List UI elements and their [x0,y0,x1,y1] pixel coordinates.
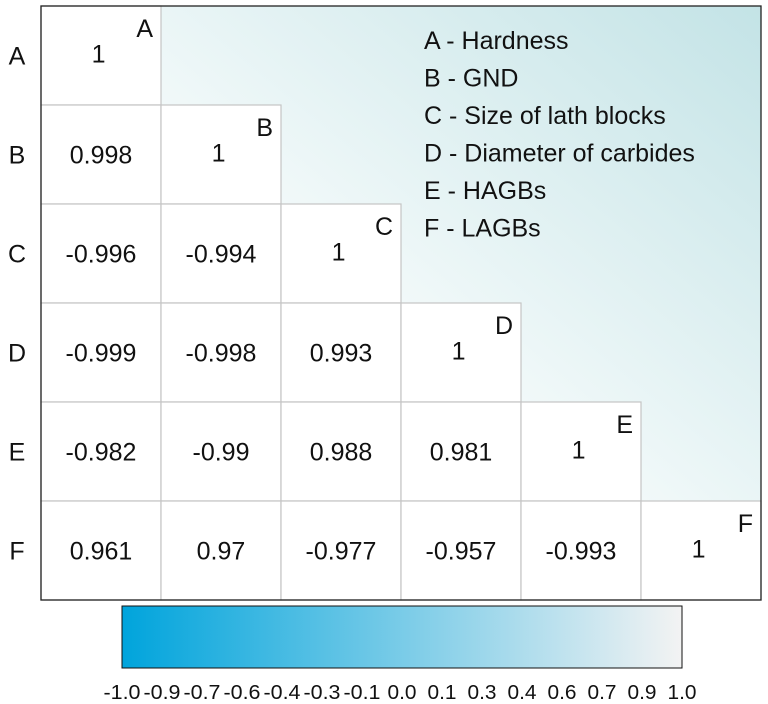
colorbar-tick-label: 0.6 [548,682,577,704]
row-label: A [9,43,26,71]
heatmap-cell [520,401,642,502]
legend-entry: C - Size of lath blocks [424,102,666,130]
colorbar-tick-label: 0.3 [468,682,497,704]
heatmap-cell [640,500,762,601]
heatmap-cell [40,302,162,403]
colorbar [121,605,683,669]
cell-value-label: -0.996 [66,241,137,269]
cell-value-label: -0.994 [186,241,257,269]
cell-value-label: 0.998 [70,142,133,170]
colorbar-tick-label: 0.0 [388,682,417,704]
cell-value-label: 1 [212,139,226,167]
heatmap-cell [160,302,282,403]
heatmap-cells: 1 A 0.998 1 B -0.996 -0.994 1 C -0.999 -0.998 0.993… [40,5,762,601]
heatmap-cell [40,500,162,601]
plot-frame [40,5,762,601]
diagonal-column-label: D [495,312,513,340]
legend-entry: F - LAGBs [424,215,541,243]
heatmap-cell [160,401,282,502]
cell-value-label: -0.993 [546,538,617,566]
heatmap-cell [160,104,282,205]
colorbar-tick-label: -1.0 [104,682,141,704]
heatmap-cell [400,302,522,403]
heatmap-cell [280,401,402,502]
colorbar-tick-label: -0.1 [344,682,381,704]
colorbar-tick-label: 0.7 [588,682,617,704]
colorbar-tick-label: -0.4 [264,682,301,704]
cell-value-label: -0.982 [66,439,137,467]
diagonal-column-label: B [256,114,273,142]
row-labels: A B C D E F [8,43,26,566]
row-label: B [9,142,26,170]
colorbar-tick-label: -0.6 [224,682,261,704]
colorbar-tick-label: 0.4 [508,682,537,704]
cell-value-label: 1 [452,337,466,365]
diagonal-column-label: A [136,15,153,43]
heatmap-cell [160,500,282,601]
colorbar-tick-label: 0.9 [628,682,657,704]
cell-value-label: 0.993 [310,340,373,368]
cell-value-label: 0.988 [310,439,373,467]
cell-value-label: 1 [572,436,586,464]
row-label: D [8,340,26,368]
colorbar-tick-label: -0.7 [184,682,221,704]
colorbar-tick-label: -0.9 [144,682,181,704]
heatmap-cell [280,203,402,304]
diagonal-column-label: F [738,510,753,538]
diagonal-column-label: E [616,411,633,439]
variable-legend: A - Hardness B - GND C - Size of lath bloc… [424,27,695,243]
legend-entry: E - HAGBs [424,177,546,205]
colorbar-tick-label: 0.1 [428,682,457,704]
diagonal-column-label: C [375,213,393,241]
cell-value-label: 0.981 [430,439,493,467]
cell-value-label: -0.998 [186,340,257,368]
heatmap-cell [40,5,162,106]
cell-value-label: -0.99 [193,439,250,467]
colorbar-tick-labels: -1.0 -0.9 -0.7 -0.6 -0.4 -0.3 -0.1 0.0 0.1 0.3 0.4… [104,682,697,704]
cell-value-label: -0.977 [306,538,377,566]
cell-value-label: 0.97 [197,538,246,566]
cell-value-label: -0.999 [66,340,137,368]
row-label: E [9,439,26,467]
heatmap-cell [520,500,642,601]
cell-value-label: 1 [692,535,706,563]
cell-value-label: -0.957 [426,538,497,566]
colorbar-tick-label: -0.3 [304,682,341,704]
cell-value-label: 1 [332,238,346,266]
heatmap-cell [40,401,162,502]
row-label: C [8,241,26,269]
cell-value-label: 0.961 [70,538,133,566]
heatmap-cell [280,302,402,403]
cell-value-label: 1 [92,40,106,68]
heatmap-cell [280,500,402,601]
legend-entry: A - Hardness [424,27,569,55]
legend-entry: D - Diameter of carbides [424,140,695,168]
row-label: F [9,538,24,566]
colorbar-tick-label: 1.0 [668,682,697,704]
legend-entry: B - GND [424,65,518,93]
